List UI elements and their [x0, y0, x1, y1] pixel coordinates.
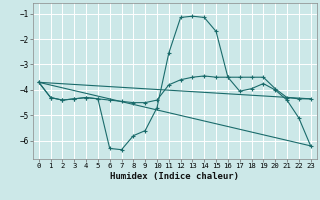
X-axis label: Humidex (Indice chaleur): Humidex (Indice chaleur) — [110, 172, 239, 181]
